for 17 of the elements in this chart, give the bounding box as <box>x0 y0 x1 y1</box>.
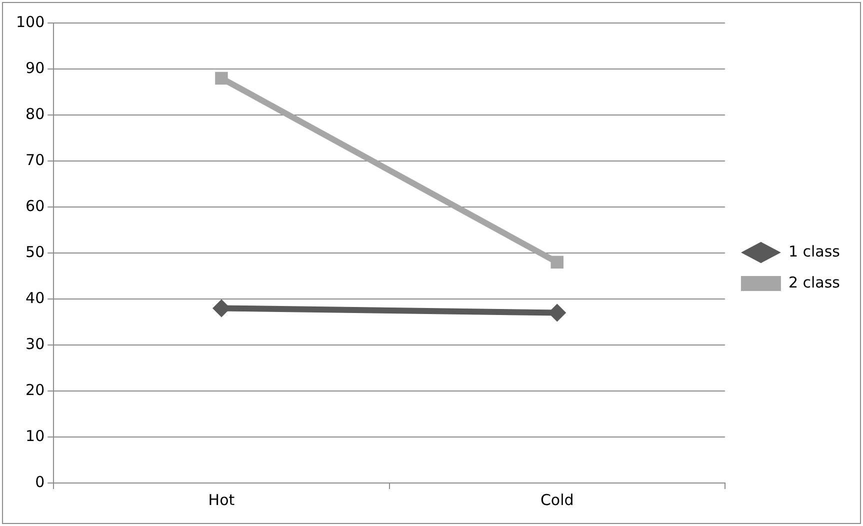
legend-label: 2 class <box>788 273 840 292</box>
legend-label: 1 class <box>788 242 840 260</box>
x-tick-label: Cold <box>540 490 574 509</box>
y-tick-label: 80 <box>26 104 45 123</box>
y-tick-label: 20 <box>26 380 45 399</box>
y-tick-label: 0 <box>35 472 45 491</box>
point <box>550 256 564 269</box>
y-tick-label: 60 <box>26 196 45 215</box>
point <box>215 72 228 85</box>
y-tick-label: 100 <box>16 12 45 31</box>
y-tick-label: 40 <box>26 288 45 307</box>
x-tick-label: Hot <box>208 490 235 509</box>
y-tick-label: 10 <box>26 426 45 445</box>
y-tick-label: 70 <box>26 150 45 169</box>
y-tick-label: 50 <box>26 242 45 261</box>
y-tick-label: 90 <box>26 58 45 77</box>
y-tick-label: 30 <box>26 334 45 353</box>
